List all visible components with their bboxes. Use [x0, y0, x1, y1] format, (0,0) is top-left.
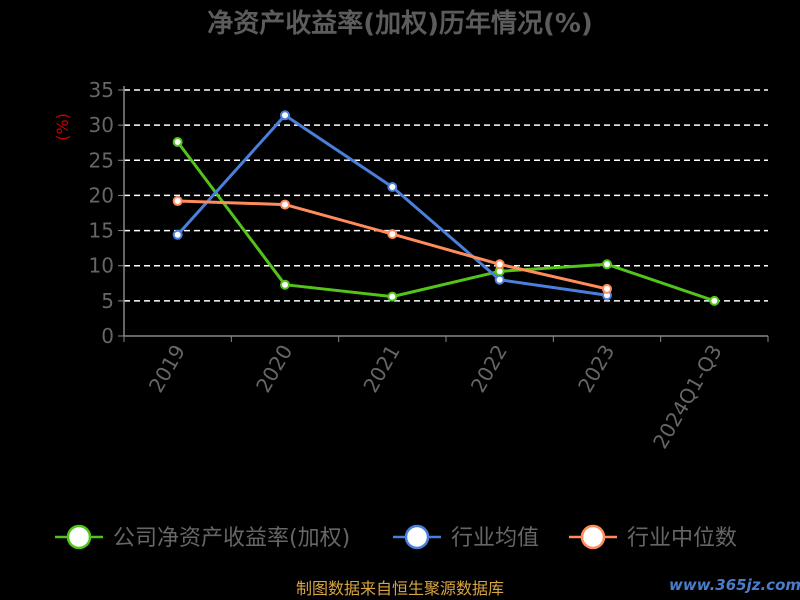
data-point-1-2022 [494, 274, 505, 285]
y-tick-label-35: 35 [89, 78, 114, 102]
y-tick-label-30: 30 [89, 113, 114, 137]
data-point-1-2021 [387, 181, 398, 192]
chart-title: 净资产收益率(加权)历年情况(%) [207, 8, 593, 39]
legend-label-2: 行业中位数 [627, 526, 737, 551]
y-tick-label-10: 10 [89, 254, 114, 278]
data-point-2-2023 [602, 283, 612, 294]
series-2 [172, 196, 612, 294]
x-tick-label-2021: 2021 [358, 341, 404, 397]
x-tick-label-2020: 2020 [251, 341, 297, 397]
legend-marker-1 [404, 524, 430, 550]
x-tick-label-2022: 2022 [466, 341, 512, 397]
y-tick-label-5: 5 [101, 289, 114, 313]
x-tick-labels: 2019 2020 2021 2022 2023 2024Q1-Q3 [144, 341, 727, 453]
y-tick-label-20: 20 [89, 183, 114, 207]
legend-marker-2 [580, 524, 606, 550]
y-tick-label-0: 0 [101, 324, 114, 348]
axes [118, 86, 769, 342]
legend-label-1: 行业均值 [451, 526, 539, 551]
watermark: www.365jz.com [669, 576, 800, 594]
series-lines [172, 110, 720, 306]
legend-marker-0 [66, 524, 92, 550]
data-point-1-2020 [280, 110, 290, 121]
data-point-2-2019 [172, 196, 183, 207]
data-point-0-2021 [387, 291, 398, 302]
data-point-0-2024Q1-Q3 [709, 295, 720, 306]
grid-lines [124, 89, 768, 302]
legend-label-0: 公司净资产收益率(加权) [113, 526, 350, 551]
y-axis-unit-label: (%) [53, 113, 72, 141]
x-tick-label-2024Q1-Q3: 2024Q1-Q3 [648, 341, 727, 453]
series-0 [172, 137, 720, 306]
y-tick-labels: 0 5 10 15 20 25 30 35 [89, 78, 114, 348]
data-point-1-2019 [172, 229, 183, 240]
data-point-2-2021 [387, 229, 398, 240]
y-tick-label-15: 15 [89, 219, 114, 243]
series-line-0 [176, 141, 715, 303]
data-point-0-2020 [280, 279, 290, 290]
data-point-0-2023 [602, 259, 612, 270]
data-point-2-2020 [280, 199, 290, 210]
x-tick-label-2019: 2019 [144, 341, 190, 397]
series-1 [172, 110, 612, 301]
data-point-2-2022 [494, 259, 505, 270]
series-line-2 [177, 199, 608, 291]
y-tick-label-25: 25 [89, 148, 114, 172]
data-source-note: 制图数据来自恒生聚源数据库 [296, 579, 504, 598]
legend: 公司净资产收益率(加权) 行业均值 行业中位数 [55, 524, 737, 551]
data-point-0-2019 [172, 137, 183, 148]
x-tick-label-2023: 2023 [573, 341, 619, 397]
